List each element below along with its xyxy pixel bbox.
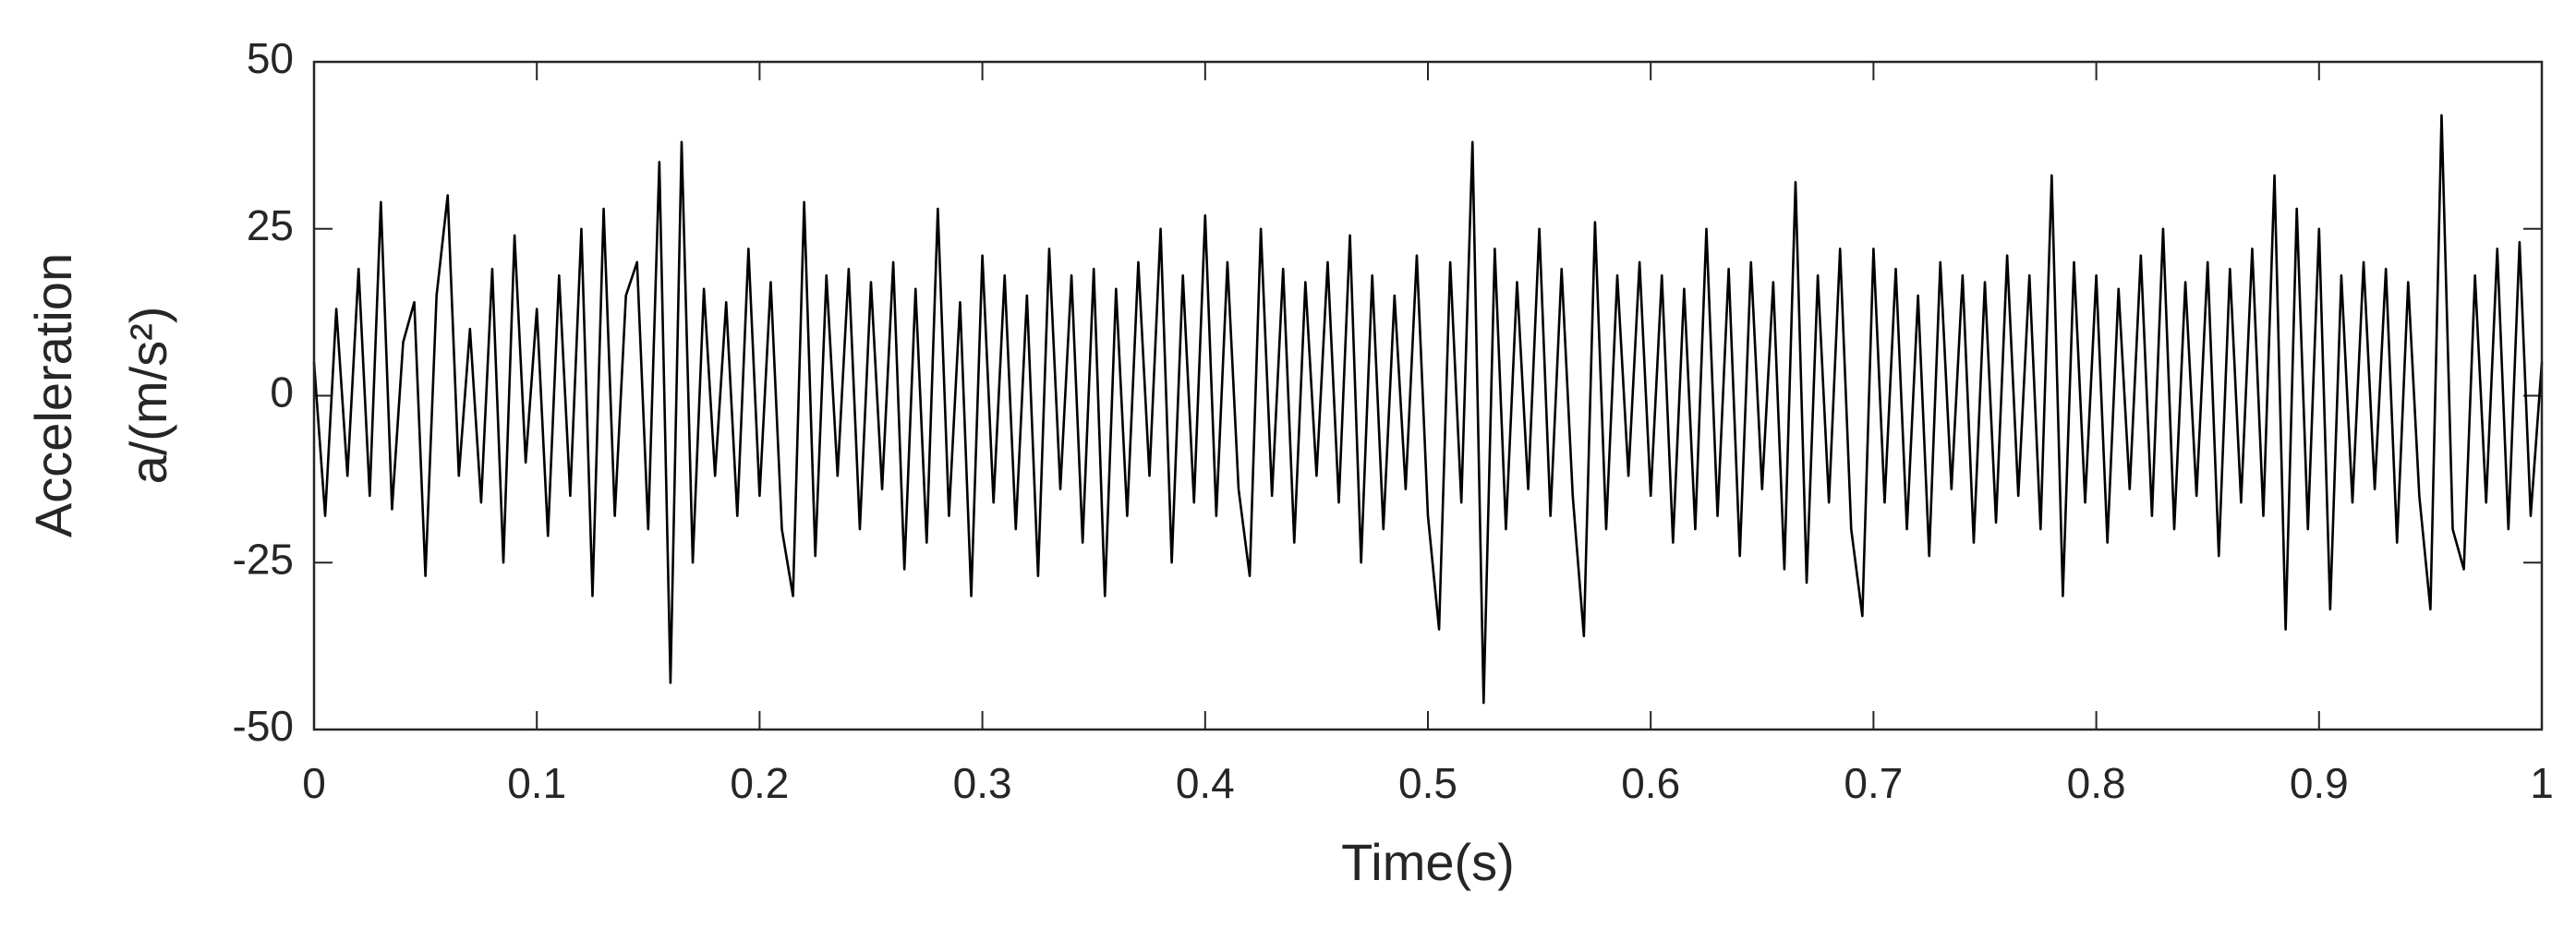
y-tick-label: 50 [247, 34, 294, 82]
y-tick-label: 25 [247, 201, 294, 249]
x-axis-label: Time(s) [1341, 833, 1515, 891]
y-tick-label: 0 [270, 368, 294, 416]
y-tick-label: -50 [233, 702, 294, 750]
x-tick-label: 0.8 [2067, 759, 2126, 807]
x-tick-label: 0 [302, 759, 326, 807]
y-axis-label: a/(m/s²) [119, 307, 177, 485]
plot-frame [312, 60, 2544, 731]
y-axis-label: Acceleration [24, 253, 82, 537]
y-tick-label: -25 [233, 535, 294, 583]
x-tick-label: 0.3 [953, 759, 1012, 807]
x-tick-label: 0.5 [1398, 759, 1457, 807]
x-tick-label: 0.7 [1844, 759, 1903, 807]
x-tick-label: 0.4 [1176, 759, 1235, 807]
signal-line [312, 114, 2544, 705]
x-tick-label: 1 [2530, 759, 2554, 807]
x-tick-label: 0.6 [1621, 759, 1680, 807]
x-tick-label: 0.2 [730, 759, 789, 807]
x-tick-label: 0.9 [2290, 759, 2349, 807]
x-tick-label: 0.1 [507, 759, 566, 807]
